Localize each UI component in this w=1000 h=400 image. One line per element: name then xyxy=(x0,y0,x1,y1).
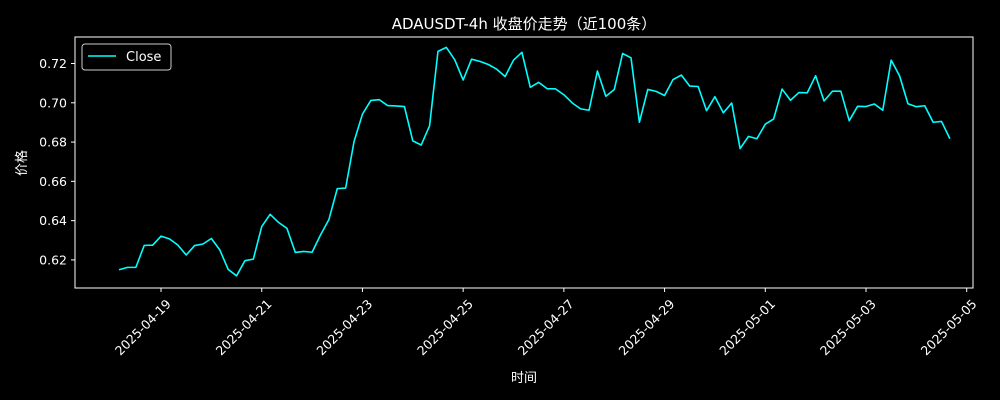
y-tick-label: 0.66 xyxy=(39,174,67,189)
series-line-close xyxy=(118,46,951,277)
y-tick-label: 0.64 xyxy=(39,213,67,228)
plot-frame xyxy=(74,36,974,289)
y-axis: 0.62 0.64 0.66 0.68 0.70 0.72 xyxy=(39,56,75,267)
legend-label-close: Close xyxy=(126,50,161,65)
legend: Close xyxy=(81,43,172,71)
x-axis-label: 时间 xyxy=(511,371,537,386)
plot-area xyxy=(74,36,974,289)
y-tick-label: 0.72 xyxy=(39,56,67,71)
legend-box xyxy=(81,43,172,71)
y-tick-label: 0.68 xyxy=(39,135,67,150)
y-tick-label: 0.62 xyxy=(39,252,67,267)
y-axis-label: 价格 xyxy=(14,150,30,176)
chart-title: ADAUSDT-4h 收盘价走势（近100条） xyxy=(392,15,657,33)
y-tick-label: 0.70 xyxy=(39,95,67,110)
